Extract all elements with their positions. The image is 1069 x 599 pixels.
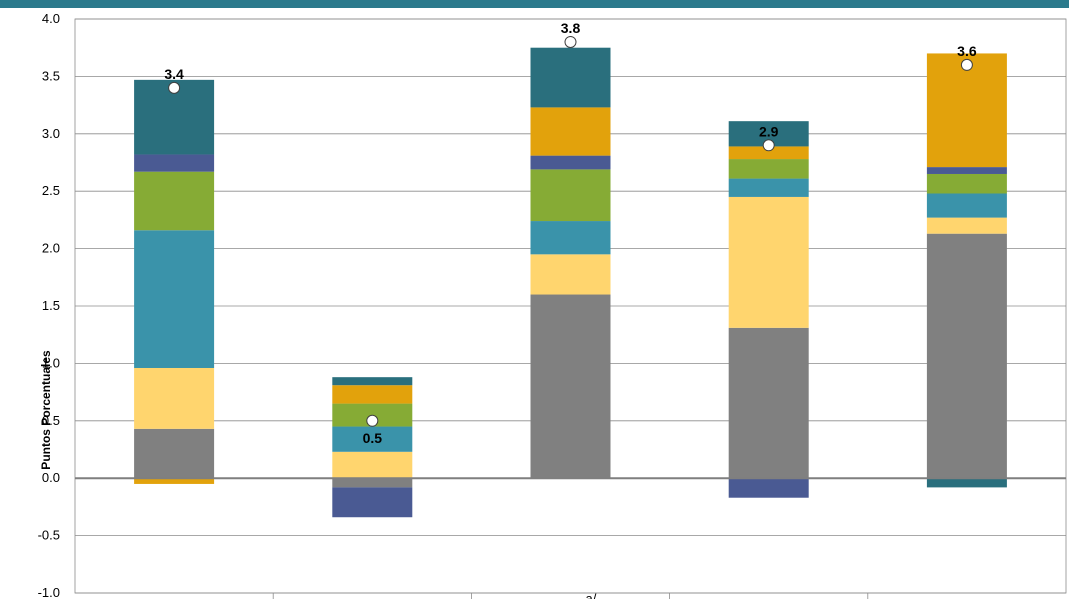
bar-segment-4-1 — [926, 217, 1007, 234]
total-marker — [564, 35, 577, 48]
plot-frame — [74, 18, 1067, 594]
total-data-label: 3.6 — [957, 43, 977, 59]
bar-segment-0-5 — [134, 478, 215, 484]
total-data-label: 3.4 — [164, 66, 184, 82]
total-markers: 3.4 0.5 3.8 2.9 3.6 — [164, 20, 976, 446]
bar-segment-2-2 — [530, 221, 611, 255]
bar-segment-4-5 — [926, 53, 1007, 168]
bar-segment-0-0 — [134, 428, 215, 479]
bar-segment-1-0 — [332, 478, 413, 488]
bar-segment-2-1 — [530, 254, 611, 295]
bar-segment-0-4 — [134, 154, 215, 172]
bar-segment-3-4 — [728, 478, 809, 498]
bar-segment-3-5 — [728, 146, 809, 160]
bar-segment-2-6 — [530, 47, 611, 108]
bar-segment-1-2 — [332, 426, 413, 452]
x-axis: a/ — [272, 591, 869, 599]
total-data-label: 2.9 — [759, 123, 779, 139]
bar-segment-1-5 — [332, 385, 413, 404]
bar-segment-1-1 — [332, 451, 413, 479]
y-tick-label: 0.0 — [42, 470, 60, 485]
y-tick-label: 3.5 — [42, 68, 60, 83]
bar-segment-2-3 — [530, 169, 611, 222]
bar-segment-2-0 — [530, 294, 611, 479]
bars — [134, 47, 1007, 518]
y-tick-label: 1.5 — [42, 298, 60, 313]
bar-segment-0-2 — [134, 230, 215, 368]
bar-segment-2-4 — [530, 155, 611, 170]
total-marker — [762, 139, 775, 152]
y-axis-ticks: -1.0 -0.5 0.0 0.5 1.0 1.5 2.0 2.5 3.0 3.5 4.0 — [38, 11, 60, 599]
y-tick-label: -0.5 — [38, 528, 60, 543]
y-tick-label: 2.5 — [42, 183, 60, 198]
total-marker — [366, 414, 379, 427]
bar-segment-3-1 — [728, 196, 809, 328]
bar-segment-3-2 — [728, 178, 809, 197]
bar-segment-4-0 — [926, 233, 1007, 479]
bar-segment-4-3 — [926, 173, 1007, 194]
bar-segment-4-4 — [926, 167, 1007, 174]
y-tick-label: -1.0 — [38, 585, 60, 599]
bar-segment-4-6 — [926, 478, 1007, 488]
total-marker — [960, 58, 973, 71]
total-data-label: 0.5 — [363, 430, 383, 446]
bar-segment-0-1 — [134, 367, 215, 429]
bar-segment-1-4 — [332, 487, 413, 518]
y-tick-label: 4.0 — [42, 11, 60, 26]
y-axis-label: Puntos Porcentuales — [39, 350, 53, 470]
bar-segment-4-2 — [926, 193, 1007, 218]
x-tick-partial: a/ — [586, 591, 597, 599]
y-tick-label: 2.0 — [42, 241, 60, 256]
bar-segment-1-6 — [332, 377, 413, 386]
bar-segment-3-3 — [728, 159, 809, 179]
total-marker — [168, 81, 181, 94]
y-tick-label: 3.0 — [42, 126, 60, 141]
bar-segment-2-5 — [530, 107, 611, 156]
header-bar — [0, 0, 1069, 8]
bar-segment-3-0 — [728, 327, 809, 479]
y-tick-label: 0.5 — [42, 413, 60, 428]
y-tick-label: 1.0 — [42, 355, 60, 370]
bar-segment-0-3 — [134, 171, 215, 231]
total-data-label: 3.8 — [561, 20, 581, 36]
